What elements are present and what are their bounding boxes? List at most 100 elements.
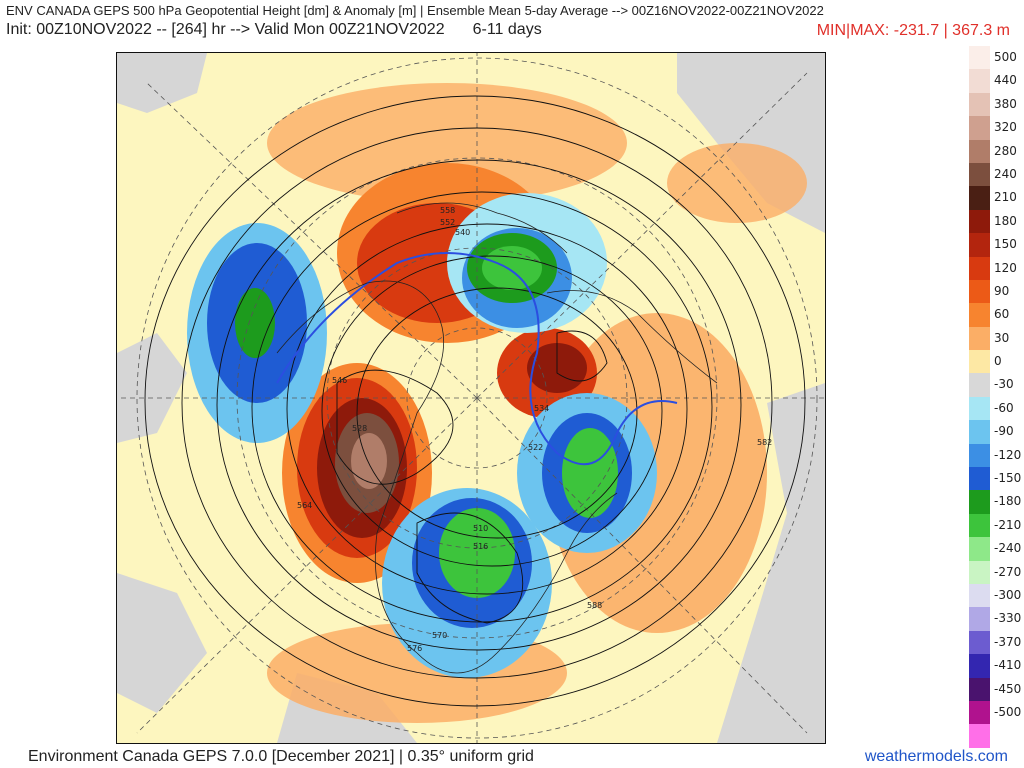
colorbar-label: -410 xyxy=(994,658,1022,673)
colorbar-swatch xyxy=(969,724,990,748)
colorbar-swatch xyxy=(969,630,990,655)
land-masses xyxy=(117,53,825,743)
colorbar-label: -210 xyxy=(994,517,1022,532)
colorbar-row: 320 xyxy=(969,116,1019,140)
colorbar-row: 150 xyxy=(969,233,1019,257)
colorbar-label: -270 xyxy=(994,564,1022,579)
colorbar-row: -410 xyxy=(969,654,1022,678)
colorbar-label: -180 xyxy=(994,494,1022,509)
height-contours xyxy=(144,95,806,707)
colorbar-swatch xyxy=(969,654,990,678)
colorbar-swatch xyxy=(969,350,990,374)
contour-label: 546 xyxy=(332,376,347,385)
site-link[interactable]: weathermodels.com xyxy=(864,748,1008,765)
contour-label: 540 xyxy=(455,228,470,237)
colorbar-swatch xyxy=(969,373,990,397)
colorbar-row: 60 xyxy=(969,303,1019,327)
colorbar-label: 500 xyxy=(994,50,1017,64)
contour-label: 516 xyxy=(473,542,488,551)
colorbar-row: 210 xyxy=(969,186,1019,210)
colorbar-swatch xyxy=(969,233,990,257)
colorbar-label: 180 xyxy=(994,213,1017,228)
colorbar-row: -30 xyxy=(969,373,1019,397)
contour-label: 570 xyxy=(432,631,447,640)
colorbar-row: 280 xyxy=(969,139,1019,163)
colorbar-label: 210 xyxy=(994,190,1017,205)
colorbar-row: -120 xyxy=(969,443,1022,468)
colorbar-swatch xyxy=(969,279,990,304)
coastlines xyxy=(276,202,718,674)
contour-label: 510 xyxy=(473,524,488,533)
colorbar-swatch xyxy=(969,677,990,701)
model-info: Environment Canada GEPS 7.0.0 [December … xyxy=(28,748,534,765)
graticule xyxy=(117,53,825,743)
contour-label: 522 xyxy=(528,443,543,452)
colorbar-row: -300 xyxy=(969,583,1022,608)
polar-map[interactable]: 588 582 576 570 564 558 552 546 540 534 … xyxy=(116,52,826,744)
contour-label: 576 xyxy=(407,644,422,653)
anomaly-fields xyxy=(187,83,807,723)
contour-label: 552 xyxy=(440,218,455,227)
colorbar-row: 500 xyxy=(969,46,1019,70)
colorbar-row: 0 xyxy=(969,350,1019,374)
colorbar-row xyxy=(969,724,1019,748)
colorbar-row: 180 xyxy=(969,209,1019,234)
colorbar-swatch xyxy=(969,443,990,468)
colorbar-swatch xyxy=(969,92,990,117)
colorbar-swatch xyxy=(969,607,990,631)
colorbar-label: 280 xyxy=(994,143,1017,158)
contour-label: 564 xyxy=(297,501,312,510)
colorbar-swatch xyxy=(969,700,990,725)
colorbar-swatch xyxy=(969,396,990,421)
colorbar-swatch xyxy=(969,256,990,280)
colorbar-swatch xyxy=(969,186,990,210)
colorbar-swatch xyxy=(969,326,990,351)
colorbar-label: -120 xyxy=(994,447,1022,462)
colorbar-row: 440 xyxy=(969,69,1019,93)
colorbar-row: -500 xyxy=(969,700,1022,725)
colorbar-label: -90 xyxy=(994,424,1014,439)
colorbar-label: -370 xyxy=(994,634,1022,649)
colorbar-swatch xyxy=(969,560,990,584)
colorbar-swatch xyxy=(969,583,990,608)
colorbar-row: -210 xyxy=(969,513,1022,538)
colorbar-row: -330 xyxy=(969,607,1022,631)
colorbar-label: 440 xyxy=(994,73,1017,88)
init-valid-text: Init: 00Z10NOV2022 -- [264] hr --> Valid… xyxy=(6,21,445,38)
map-canvas: 588 582 576 570 564 558 552 546 540 534 … xyxy=(117,53,825,743)
colorbar-row: -270 xyxy=(969,560,1022,584)
colorbar-label: 240 xyxy=(994,166,1017,181)
colorbar-label: 380 xyxy=(994,96,1017,111)
colorbar-swatch xyxy=(969,467,990,491)
colorbar-label: 0 xyxy=(994,354,1002,369)
colorbar-label: -60 xyxy=(994,400,1014,415)
anomaly-colorbar: 500 440 380 320 280 240 210 180 150 120 90 60 30 0 -30… xyxy=(969,46,1022,748)
colorbar-row: -90 xyxy=(969,420,1019,444)
colorbar-label: -300 xyxy=(994,587,1022,602)
colorbar-label: 150 xyxy=(994,237,1017,252)
colorbar-label: 30 xyxy=(994,330,1010,345)
colorbar-swatch xyxy=(969,303,990,327)
contour-labels: 588 582 576 570 564 558 552 546 540 534 … xyxy=(297,206,772,653)
colorbar-row: 120 xyxy=(969,256,1019,280)
colorbar-row: -150 xyxy=(969,467,1022,491)
colorbar-label: -500 xyxy=(994,704,1022,719)
colorbar-swatch xyxy=(969,537,990,561)
colorbar-label: -450 xyxy=(994,681,1022,696)
highlighted-contour xyxy=(276,252,678,466)
init-valid-line: Init: 00Z10NOV2022 -- [264] hr --> Valid… xyxy=(6,21,542,39)
colorbar-label: 320 xyxy=(994,120,1017,135)
contour-label: 588 xyxy=(587,601,602,610)
colorbar-label: -330 xyxy=(994,611,1022,626)
colorbar-swatch xyxy=(969,209,990,234)
min-max-readout: MIN|MAX: -231.7 | 367.3 m xyxy=(816,22,1010,39)
colorbar-label: -150 xyxy=(994,471,1022,486)
colorbar-row: 30 xyxy=(969,326,1019,351)
colorbar-label: 60 xyxy=(994,307,1010,322)
colorbar-row: -180 xyxy=(969,490,1022,514)
colorbar-swatch xyxy=(969,162,990,187)
colorbar-swatch xyxy=(969,69,990,93)
colorbar-label: -240 xyxy=(994,541,1022,556)
forecast-range: 6-11 days xyxy=(472,21,542,38)
colorbar-label: -30 xyxy=(994,377,1014,392)
